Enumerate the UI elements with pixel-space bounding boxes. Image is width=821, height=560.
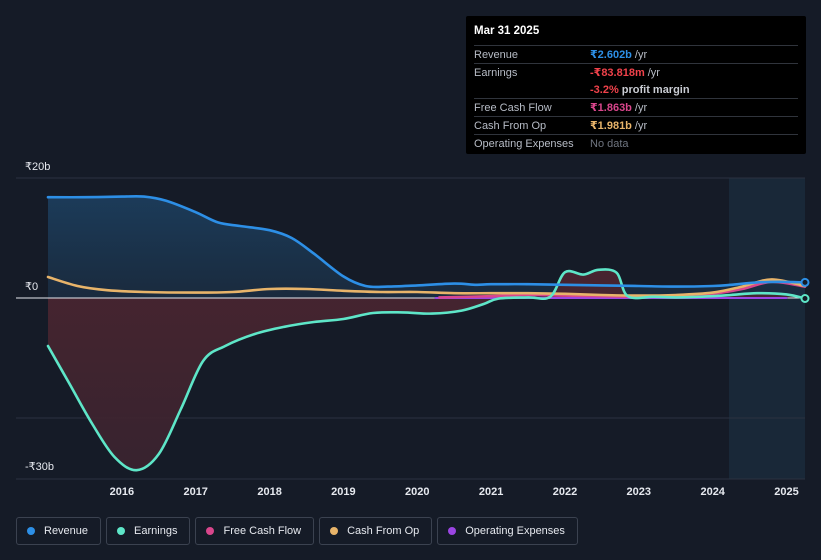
tooltip-row: Cash From Op ₹1.981b/yr (474, 116, 798, 134)
legend-item-label: Operating Expenses (465, 525, 565, 537)
x-tick-label-2017: 2017 (183, 486, 207, 498)
tooltip-row: -3.2% profit margin (474, 81, 798, 98)
tooltip-row: Free Cash Flow ₹1.863b/yr (474, 98, 798, 116)
tooltip-row-label: Cash From Op (474, 119, 547, 132)
x-tick-label-2020: 2020 (405, 486, 429, 498)
legend-item-operating-expenses[interactable]: Operating Expenses (437, 517, 578, 545)
tooltip-row-label: Earnings (474, 66, 518, 79)
revenue-line (46, 194, 807, 289)
tooltip-row-unit: /yr (634, 119, 648, 132)
legend-dot-icon (206, 527, 215, 535)
x-tick-label-2025: 2025 (774, 486, 798, 498)
chart-legend: Revenue Earnings Free Cash Flow Cash From O… (16, 517, 578, 545)
x-tick-label-2021: 2021 (479, 486, 503, 498)
forecast-region (729, 178, 805, 479)
tooltip-row-unit: /yr (647, 66, 660, 79)
series-endpoints (800, 277, 810, 303)
tooltip-row-value: -₹83.818m (590, 67, 645, 79)
earnings-area (48, 269, 805, 471)
x-tick-label-2024: 2024 (700, 486, 725, 498)
x-tick-label-2018: 2018 (257, 486, 281, 498)
revenue-endpoint (800, 277, 810, 287)
tooltip-row: Operating Expenses No data (474, 134, 798, 152)
earnings-line (46, 268, 807, 472)
tooltip-row-unit: /yr (634, 101, 648, 114)
x-tick-label-2016: 2016 (110, 486, 134, 498)
tooltip-row-label: Free Cash Flow (474, 101, 552, 114)
legend-dot-icon (330, 527, 339, 535)
tooltip-row-unit: /yr (634, 48, 648, 61)
tooltip-row-label: Operating Expenses (474, 137, 574, 150)
area-fills (48, 196, 805, 471)
legend-item-revenue[interactable]: Revenue (16, 517, 102, 545)
tooltip-row-unit: profit margin (621, 83, 690, 96)
legend-item-free-cash-flow[interactable]: Free Cash Flow (195, 517, 315, 545)
legend-item-cash-from-op[interactable]: Cash From Op (319, 517, 433, 545)
legend-dot-icon (27, 527, 35, 535)
financial-chart: ₹20b ₹0 -₹30b 2016 2017 2018 2019 2020 2021 20… (16, 161, 810, 498)
series-lines (46, 194, 807, 472)
tooltip-row-value: -3.2% (590, 83, 619, 96)
y-tick-label-bottom: -₹30b (25, 461, 54, 473)
data-tooltip: Mar 31 2025 Revenue ₹2.602b/yr Earnings -₹8… (466, 16, 806, 154)
legend-item-label: Earnings (134, 525, 178, 537)
earnings-endpoint (800, 294, 810, 303)
revenue-area (48, 196, 805, 298)
cash-from-op-line (46, 275, 807, 297)
legend-item-label: Cash From Op (347, 525, 420, 537)
tooltip-row-value: ₹2.602b (590, 49, 632, 61)
x-tick-label-2023: 2023 (627, 486, 651, 498)
legend-dot-icon (448, 527, 457, 535)
tooltip-rows: Revenue ₹2.602b/yr Earnings -₹83.818m/yr -3.… (474, 45, 798, 152)
tooltip-row-value: ₹1.863b (590, 102, 632, 114)
x-tick-label-2019: 2019 (331, 486, 355, 498)
tooltip-row-value: ₹1.981b (590, 120, 632, 132)
legend-dot-icon (117, 527, 126, 535)
legend-item-label: Free Cash Flow (223, 525, 302, 537)
tooltip-row-value: No data (590, 137, 629, 150)
tooltip-row-label: Revenue (474, 48, 519, 61)
legend-item-label: Revenue (44, 525, 89, 537)
tooltip-row: Earnings -₹83.818m/yr (474, 63, 798, 81)
tooltip-row: Revenue ₹2.602b/yr (474, 45, 798, 63)
y-tick-label-top: ₹20b (25, 161, 50, 173)
x-axis-tick-labels: 2016 2017 2018 2019 2020 2021 2022 2023 2024 2025 (110, 486, 799, 498)
y-tick-label-zero: ₹0 (25, 281, 38, 293)
x-tick-label-2022: 2022 (553, 486, 577, 498)
tooltip-date: Mar 31 2025 (474, 25, 540, 37)
legend-item-earnings[interactable]: Earnings (106, 517, 191, 545)
